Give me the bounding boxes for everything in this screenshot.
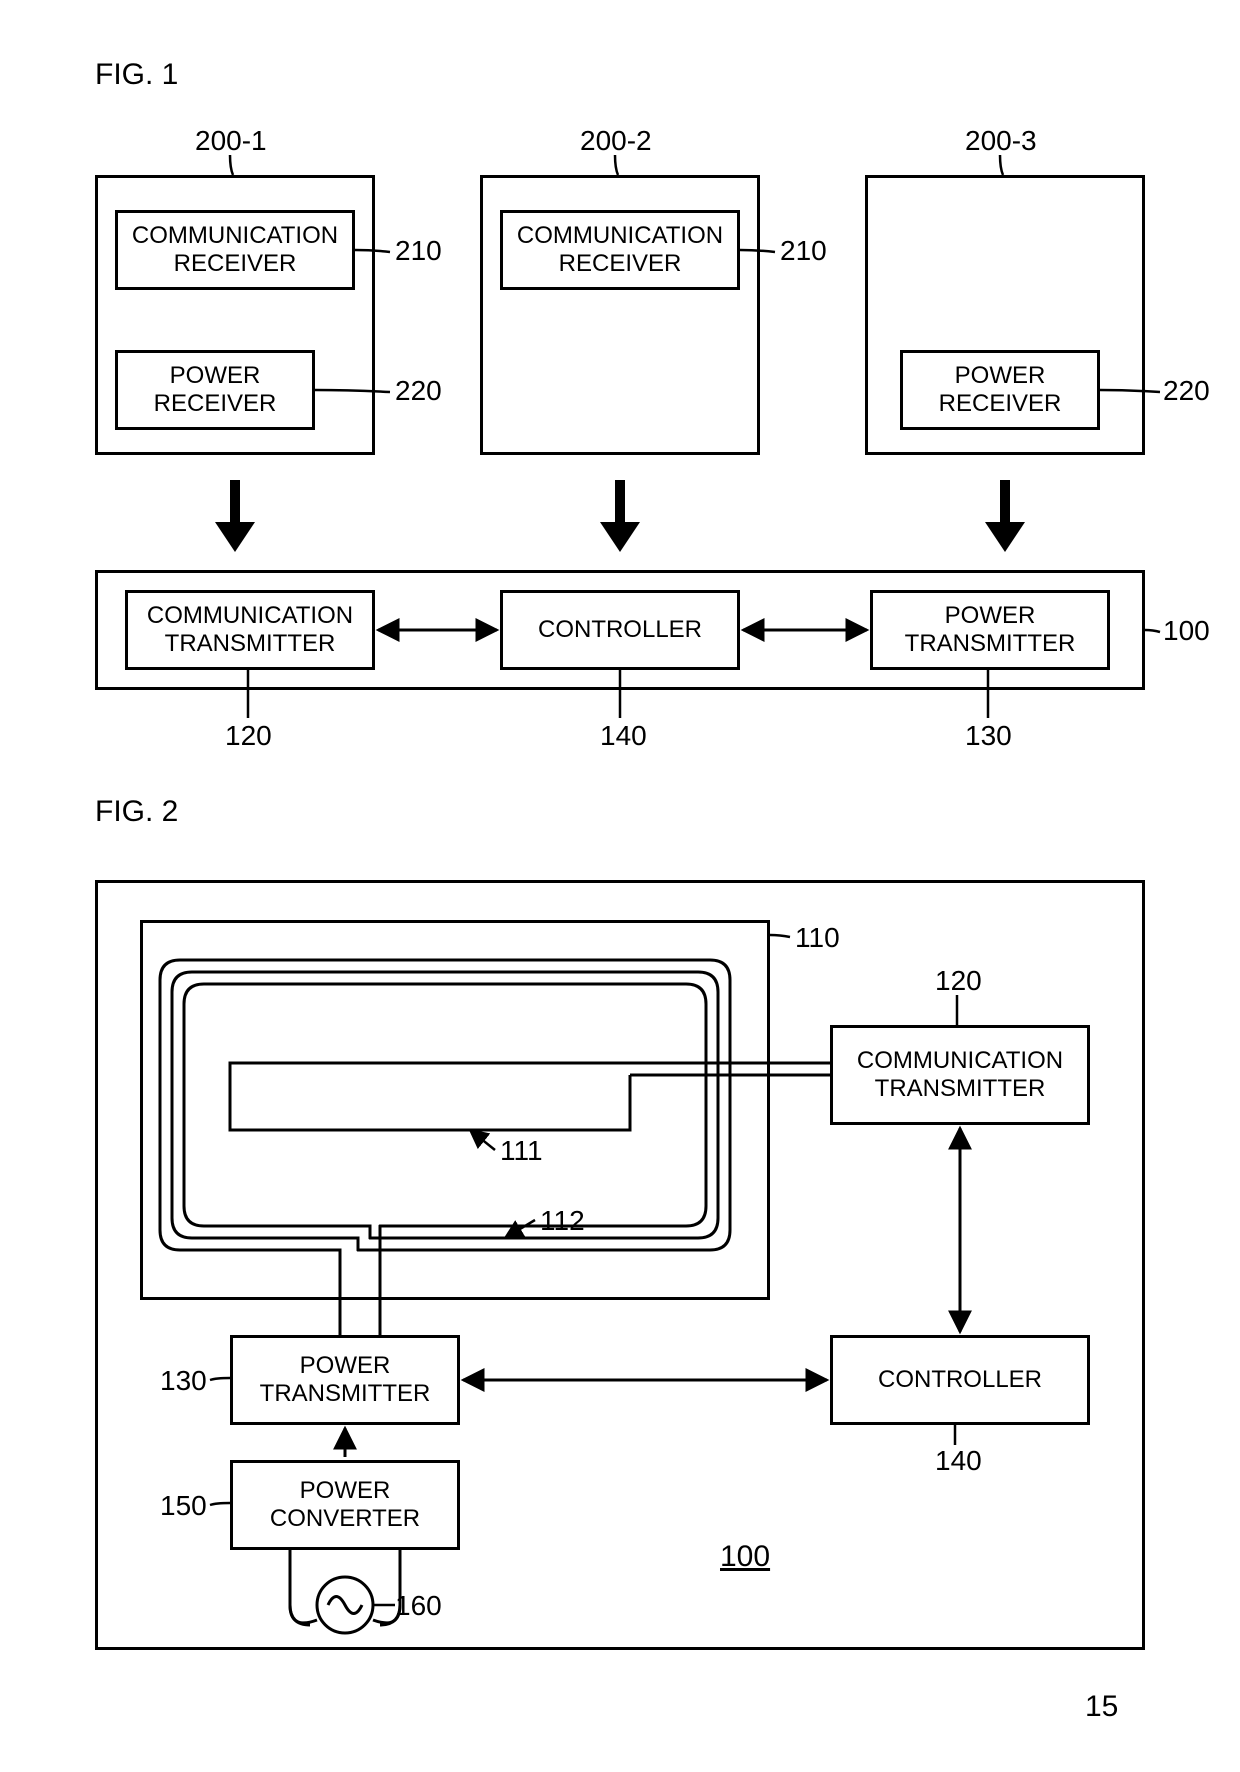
fig1-title: FIG. 1 (95, 58, 178, 92)
ref-130-fig2: 130 (160, 1365, 207, 1397)
power-receiver-3: POWER RECEIVER (900, 350, 1100, 430)
ref-140-fig1: 140 (600, 720, 647, 752)
ref-100-fig2: 100 (720, 1540, 770, 1574)
power-transmitter-fig2: POWER TRANSMITTER (230, 1335, 460, 1425)
ref-150-fig2: 150 (160, 1490, 207, 1522)
ref-112: 112 (540, 1205, 585, 1237)
coil-area-box (140, 920, 770, 1300)
power-transmitter-fig1: POWER TRANSMITTER (870, 590, 1110, 670)
ref-110: 110 (795, 922, 840, 954)
ref-200-2: 200-2 (580, 125, 652, 157)
controller-fig1: CONTROLLER (500, 590, 740, 670)
ref-111: 111 (500, 1135, 543, 1167)
comm-receiver-2: COMMUNICATION RECEIVER (500, 210, 740, 290)
comm-transmitter-fig2: COMMUNICATION TRANSMITTER (830, 1025, 1090, 1125)
ref-120-fig1: 120 (225, 720, 272, 752)
ref-220-1: 220 (395, 375, 442, 407)
ref-100-fig1: 100 (1163, 615, 1210, 647)
ref-120-fig2: 120 (935, 965, 982, 997)
ref-210-1: 210 (395, 235, 442, 267)
page-canvas: FIG. 1 200-1 COMMUNICATION RECEIVER 210 … (0, 0, 1240, 1772)
ref-140-fig2: 140 (935, 1445, 982, 1477)
comm-receiver-1: COMMUNICATION RECEIVER (115, 210, 355, 290)
ref-200-1: 200-1 (195, 125, 267, 157)
power-converter-fig2: POWER CONVERTER (230, 1460, 460, 1550)
fig2-title: FIG. 2 (95, 795, 178, 829)
ref-160: 160 (395, 1590, 442, 1622)
power-receiver-1: POWER RECEIVER (115, 350, 315, 430)
comm-transmitter-fig1: COMMUNICATION TRANSMITTER (125, 590, 375, 670)
ref-200-3: 200-3 (965, 125, 1037, 157)
ref-220-3: 220 (1163, 375, 1210, 407)
ref-210-2: 210 (780, 235, 827, 267)
controller-fig2: CONTROLLER (830, 1335, 1090, 1425)
ref-130-fig1: 130 (965, 720, 1012, 752)
page-number: 15 (1085, 1690, 1118, 1724)
